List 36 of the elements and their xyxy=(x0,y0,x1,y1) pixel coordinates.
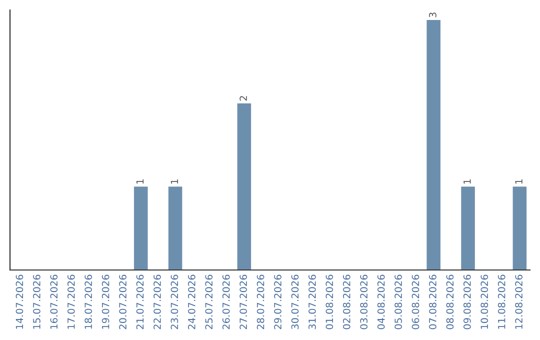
data-label: 1 xyxy=(170,179,178,184)
x-tick-label: 08.08.2026 xyxy=(446,274,454,330)
x-tick-label: 15.07.2026 xyxy=(33,274,40,329)
data-label: 3 xyxy=(429,12,436,18)
x-tick-label: 18.07.2026 xyxy=(84,274,92,329)
x-tick-label: 20.07.2026 xyxy=(119,274,126,330)
data-label: 1 xyxy=(515,179,522,184)
x-tick-label: 09.08.2026 xyxy=(463,274,471,330)
x-tick-label: 16.07.2026 xyxy=(50,274,58,329)
x-tick-label: 04.08.2026 xyxy=(377,274,385,330)
x-tick-label: 01.08.2026 xyxy=(326,274,334,330)
x-tick-label: 14.07.2026 xyxy=(16,274,24,329)
x-tick-label: 21.07.2026 xyxy=(136,274,144,330)
x-tick-label: 29.07.2026 xyxy=(274,274,282,330)
data-label: 1 xyxy=(136,179,144,184)
x-tick-label: 17.07.2026 xyxy=(67,274,75,329)
x-tick-label: 26.07.2026 xyxy=(222,274,230,330)
x-tick-label: 06.08.2026 xyxy=(412,274,420,330)
x-tick-label: 24.07.2026 xyxy=(188,274,196,330)
x-tick-label: 12.08.2026 xyxy=(515,274,522,329)
x-tick-label: 31.07.2026 xyxy=(308,274,316,330)
x-tick-label: 05.08.2026 xyxy=(394,274,402,330)
data-label: 2 xyxy=(240,96,247,101)
x-tick-label: 25.07.2026 xyxy=(205,274,213,330)
data-label: 1 xyxy=(464,179,471,184)
x-tick-label: 23.07.2026 xyxy=(170,274,178,330)
x-tick-label: 28.07.2026 xyxy=(256,274,264,330)
x-tick-label: 07.08.2026 xyxy=(429,274,436,330)
x-tick-label: 11.08.2026 xyxy=(498,274,506,329)
x-tick-label: 19.07.2026 xyxy=(102,274,110,329)
x-tick-label: 22.07.2026 xyxy=(154,274,161,330)
x-tick-label: 27.07.2026 xyxy=(240,274,247,330)
x-tick-label: 03.08.2026 xyxy=(360,274,368,330)
x-tick-label: 10.08.2026 xyxy=(480,274,488,329)
x-tick-label: 02.08.2026 xyxy=(342,274,350,330)
x-tick-label: 30.07.2026 xyxy=(291,274,299,330)
